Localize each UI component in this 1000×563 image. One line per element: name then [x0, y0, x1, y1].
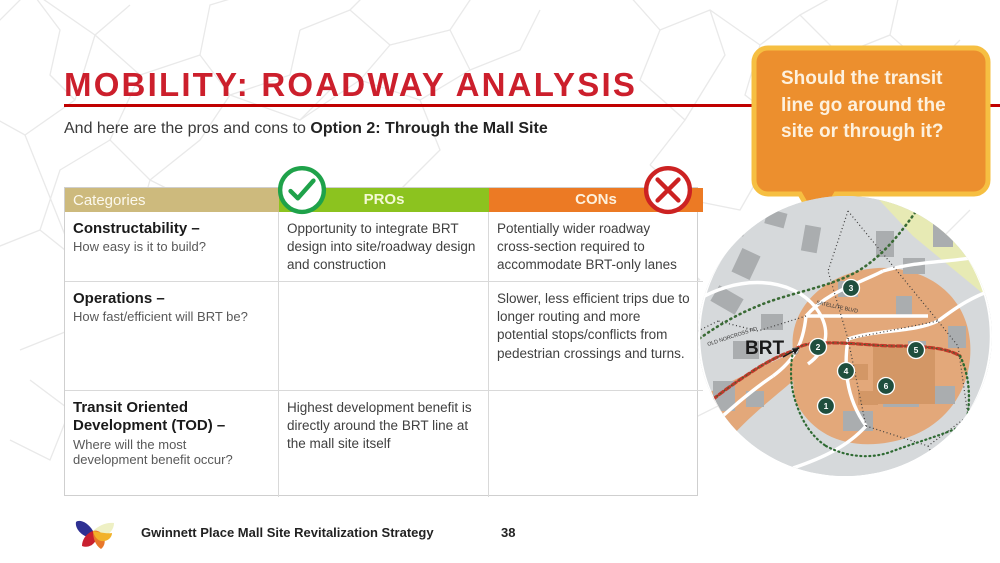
svg-text:3: 3 — [849, 283, 854, 293]
svg-text:1: 1 — [824, 401, 829, 411]
svg-text:5: 5 — [914, 345, 919, 355]
svg-text:4: 4 — [844, 366, 849, 376]
svg-text:6: 6 — [884, 381, 889, 391]
svg-text:2: 2 — [816, 342, 821, 352]
